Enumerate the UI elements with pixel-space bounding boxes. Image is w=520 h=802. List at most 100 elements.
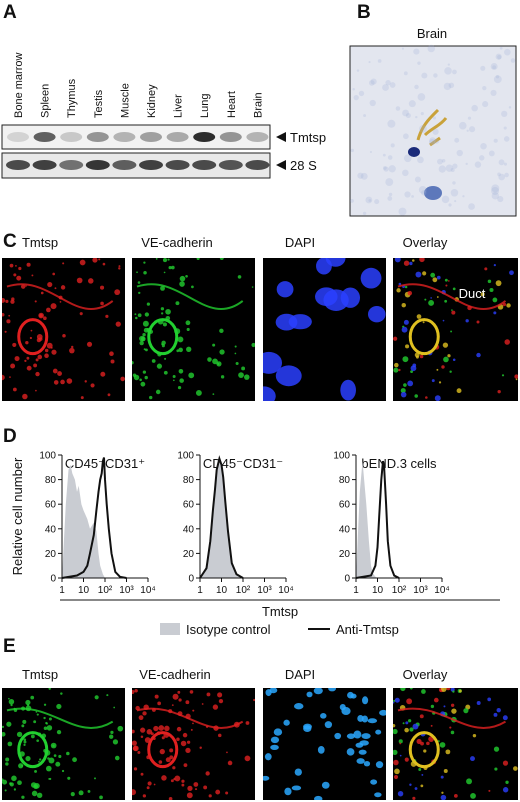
texture <box>383 166 389 172</box>
signal <box>25 699 31 706</box>
signal <box>13 273 17 277</box>
signal <box>52 368 58 374</box>
cell-outline <box>17 318 49 356</box>
texture <box>454 137 460 143</box>
signal <box>212 393 215 395</box>
signal <box>132 745 138 752</box>
signal <box>31 790 38 797</box>
micrograph <box>349 45 517 217</box>
nucleus <box>424 186 442 200</box>
signal <box>173 379 175 382</box>
signal <box>36 792 43 799</box>
signal <box>218 698 224 704</box>
signal <box>38 760 40 763</box>
signal <box>2 297 6 303</box>
texture <box>421 190 427 196</box>
signal <box>138 291 141 295</box>
texture <box>413 48 420 55</box>
texture <box>357 172 364 179</box>
nucleus <box>263 775 270 781</box>
signal <box>193 782 199 787</box>
signal <box>37 354 43 360</box>
signal <box>416 738 422 744</box>
signal <box>149 395 153 400</box>
blot-band <box>165 160 190 170</box>
signal <box>54 287 57 290</box>
signal <box>161 312 164 315</box>
texture <box>403 133 409 140</box>
signal <box>132 789 137 796</box>
texture <box>497 196 504 203</box>
signal-strand <box>136 707 244 729</box>
signal <box>10 703 13 707</box>
signal <box>132 689 135 695</box>
signal <box>88 278 94 284</box>
signal <box>92 258 98 263</box>
signal <box>46 722 48 725</box>
signal <box>495 280 502 287</box>
signal <box>399 742 402 745</box>
signal <box>421 689 426 694</box>
signal <box>195 389 202 396</box>
signal <box>132 729 135 734</box>
blot-band <box>112 160 137 170</box>
signal <box>410 370 414 374</box>
signal <box>207 357 212 362</box>
signal <box>136 271 138 274</box>
nucleus <box>359 740 369 746</box>
signal <box>219 349 225 355</box>
texture <box>427 44 435 53</box>
signal <box>450 730 455 735</box>
signal <box>14 356 20 362</box>
y-tick-label: 60 <box>183 500 195 511</box>
signal <box>47 757 50 760</box>
texture <box>398 207 407 216</box>
signal <box>36 713 39 716</box>
texture <box>350 198 354 203</box>
histogram-line <box>355 460 400 579</box>
texture <box>368 80 375 86</box>
histogram-line <box>61 457 127 579</box>
signal <box>140 727 146 733</box>
texture <box>403 71 408 76</box>
signal <box>80 396 84 400</box>
nucleus <box>362 696 369 705</box>
signal <box>205 771 210 776</box>
micrograph-content <box>2 258 125 400</box>
signal <box>132 361 134 365</box>
signal <box>194 788 198 791</box>
annotation: Duct <box>459 286 486 301</box>
signal <box>21 795 25 799</box>
chart-title: bEND.3 cells <box>361 456 437 471</box>
y-tick-label: 20 <box>183 549 195 560</box>
signal <box>238 372 244 379</box>
signal <box>502 787 509 793</box>
signal <box>216 361 222 367</box>
signal <box>137 313 142 318</box>
signal <box>23 740 27 744</box>
signal <box>139 340 144 346</box>
texture <box>368 199 372 202</box>
texture <box>438 165 446 173</box>
signal <box>404 757 409 762</box>
signal <box>472 733 477 738</box>
signal <box>439 689 442 692</box>
signal <box>185 274 188 278</box>
lane-label: Muscle <box>119 83 131 118</box>
nucleus <box>347 691 354 699</box>
signal <box>76 277 83 284</box>
signal <box>175 301 180 306</box>
blot-band <box>85 160 110 170</box>
band-label: Tmtsp <box>290 130 326 145</box>
signal <box>501 374 505 377</box>
nucleus <box>324 721 333 729</box>
texture <box>395 106 401 111</box>
signal <box>8 698 15 705</box>
signal <box>176 737 180 742</box>
texture <box>385 178 394 186</box>
signal <box>154 694 159 699</box>
signal <box>447 280 450 282</box>
texture <box>352 87 355 91</box>
texture <box>402 109 409 117</box>
signal <box>400 688 406 692</box>
